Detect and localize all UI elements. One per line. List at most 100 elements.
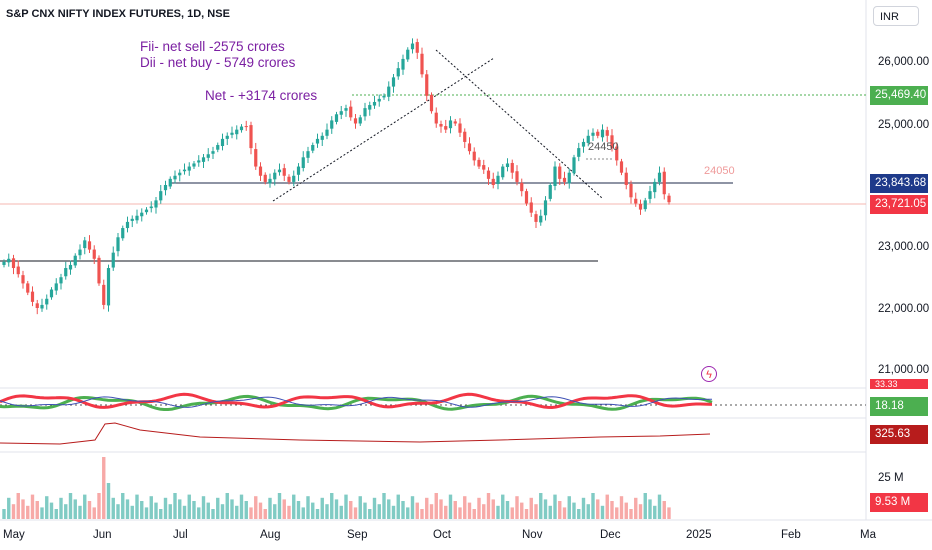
currency-selector[interactable]: INR: [873, 6, 919, 26]
candle-body: [453, 121, 457, 124]
volume-bar: [520, 502, 524, 519]
volume-bar: [368, 509, 372, 519]
candle-body: [311, 145, 315, 151]
net-annotation: Net - +3174 crores: [205, 88, 318, 103]
volume-bar: [610, 501, 614, 519]
month-nov: Nov: [522, 529, 543, 541]
volume-bar: [7, 497, 11, 519]
candle-body: [211, 151, 215, 154]
candle-body: [296, 166, 301, 175]
candle-body: [429, 94, 434, 112]
volume-bar: [567, 496, 571, 519]
volume-bar: [458, 507, 462, 519]
volume-bar: [463, 496, 467, 519]
volume-bar: [315, 509, 320, 519]
candle-body: [491, 178, 495, 185]
candle-body: [358, 117, 362, 124]
oscillator-blue-line: [0, 396, 713, 408]
candle-body: [562, 177, 567, 182]
candle-body: [477, 159, 481, 167]
candle-body: [581, 141, 586, 147]
month-dec: Dec: [600, 529, 621, 541]
candle-body: [349, 106, 353, 118]
volume-bar: [135, 494, 139, 519]
volume-bar: [292, 494, 296, 519]
candle-body: [40, 304, 44, 309]
candle-body: [391, 77, 396, 87]
candle-body: [78, 249, 82, 256]
candle-body: [586, 135, 590, 143]
volume-bar: [653, 505, 657, 519]
volume-bar: [534, 504, 538, 519]
alert-icon[interactable]: ϟ: [701, 366, 717, 382]
candle-body: [149, 206, 153, 209]
candle-body: [372, 101, 377, 106]
volume-bar: [667, 507, 671, 519]
candle-body: [482, 165, 486, 170]
candle-body: [643, 200, 647, 210]
candle-body: [501, 166, 505, 178]
price-tick-26000: 26,000.00: [878, 56, 930, 68]
volume-bar: [87, 501, 92, 519]
candle-body: [97, 257, 101, 284]
candle-body: [591, 132, 595, 136]
candle-body: [16, 266, 20, 275]
volume-bar: [144, 507, 149, 519]
volume-bar: [444, 505, 448, 519]
volume-bar: [111, 497, 115, 519]
volume-bar: [619, 496, 624, 519]
candle-body: [619, 161, 624, 173]
volume-bar: [239, 494, 244, 519]
candle-body: [254, 149, 258, 167]
volume-bar: [591, 493, 595, 519]
volume-bar: [515, 496, 519, 519]
candle-body: [11, 258, 16, 269]
candle-body: [168, 178, 172, 187]
candle-body: [292, 175, 296, 182]
candle-body: [263, 174, 267, 182]
candle-body: [140, 212, 144, 217]
volume-bar: [339, 505, 343, 519]
candle-body: [83, 240, 87, 249]
candle-body: [529, 202, 533, 213]
candle-body: [178, 172, 182, 176]
candle-body: [600, 129, 605, 138]
candle-body: [377, 98, 381, 102]
candle-body: [334, 114, 339, 122]
volume-bar: [83, 494, 87, 519]
candle-body: [135, 215, 139, 221]
candle-body: [515, 171, 519, 182]
chart-title: S&P CNX NIFTY INDEX FUTURES, 1D, NSE: [6, 8, 230, 20]
volume-bar: [539, 493, 543, 519]
candle-body: [505, 163, 510, 168]
candle-body: [510, 162, 514, 173]
volume-bar: [45, 496, 49, 519]
volume-bar: [182, 505, 187, 519]
candle-body: [306, 151, 310, 158]
candle-body: [558, 166, 562, 179]
candle-body: [434, 112, 438, 124]
candle-body: [68, 264, 73, 270]
oscillator-top-badge: 33.33: [870, 379, 928, 389]
candle-body: [638, 203, 643, 210]
volume-bar: [2, 509, 6, 519]
month-aug: Aug: [260, 529, 281, 541]
candle-body: [111, 252, 115, 268]
candle-body: [567, 172, 571, 184]
volume-bar: [102, 457, 106, 519]
candle-body: [410, 43, 415, 50]
volume-bar: [439, 499, 443, 519]
volume-bar: [306, 496, 310, 519]
candle-body: [201, 157, 206, 162]
volume-bar: [287, 505, 291, 519]
candle-body: [662, 171, 666, 195]
candle-body: [463, 131, 467, 142]
month-2025: 2025: [686, 529, 712, 541]
volume-bar: [106, 483, 111, 519]
volume-bar: [73, 499, 77, 519]
candle-body: [325, 129, 329, 136]
volume-bar: [372, 497, 377, 519]
candle-body: [258, 166, 263, 176]
candle-body: [458, 123, 462, 133]
